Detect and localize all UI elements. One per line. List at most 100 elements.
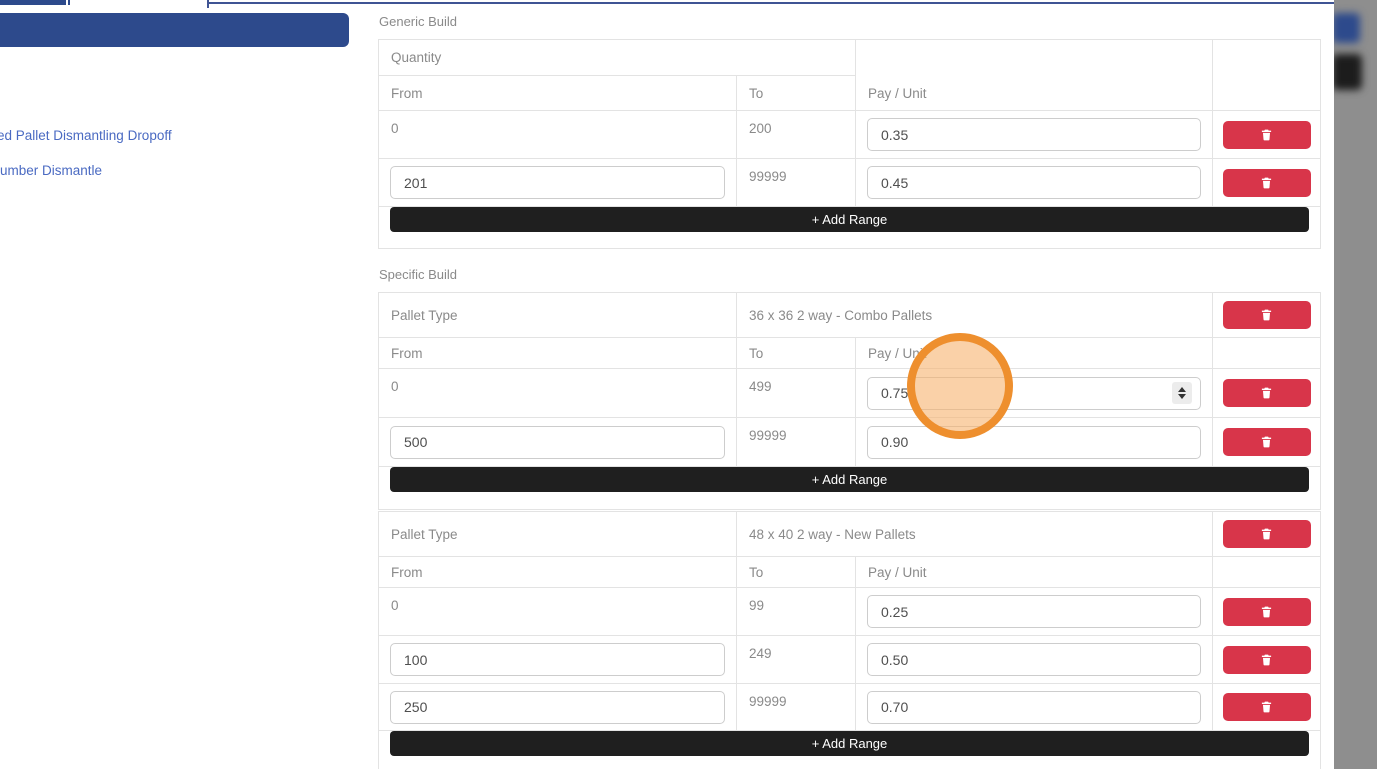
from-cell <box>379 159 737 207</box>
trash-icon <box>1261 528 1272 540</box>
table-row: Pallet Type 36 x 36 2 way - Combo Pallet… <box>379 293 1320 338</box>
delete-range-button[interactable] <box>1222 597 1311 626</box>
add-range-button[interactable]: + Add Range <box>390 731 1309 756</box>
pay-unit-input[interactable] <box>867 425 1201 459</box>
trash-icon <box>1261 606 1272 617</box>
generic-build-label: Generic Build <box>379 14 458 29</box>
delete-pallet-type-button[interactable] <box>1222 520 1311 548</box>
blurred-dark-button[interactable] <box>1334 54 1362 90</box>
table-row: 0 99 <box>379 588 1320 636</box>
from-cell <box>379 636 737 684</box>
trash-icon <box>1261 309 1272 321</box>
pay-cell <box>856 111 1213 159</box>
trash-icon <box>1261 436 1272 448</box>
delete-range-button[interactable] <box>1222 645 1311 674</box>
trash-icon <box>1261 654 1272 665</box>
to-value: 99999 <box>737 159 856 207</box>
table-row: 99999 <box>379 684 1320 731</box>
delete-range-button[interactable] <box>1222 428 1311 456</box>
to-header: To <box>737 557 856 588</box>
to-value: 200 <box>737 111 856 159</box>
pallet-type-header: Pallet Type <box>379 512 737 557</box>
sidebar-link-pallet-dismantling-dropoff[interactable]: ed Pallet Dismantling Dropoff <box>0 128 172 143</box>
quantity-header: Quantity <box>379 40 856 76</box>
pay-unit-input[interactable] <box>867 643 1201 676</box>
add-range-button[interactable]: + Add Range <box>390 207 1309 232</box>
up-down-arrows-icon[interactable] <box>1172 382 1192 404</box>
delete-range-button[interactable] <box>1222 168 1311 197</box>
pay-unit-input[interactable] <box>867 118 1201 151</box>
action-cell <box>1213 111 1320 159</box>
to-value: 99 <box>737 588 856 636</box>
action-cell <box>1213 636 1320 684</box>
delete-range-button[interactable] <box>1222 693 1311 721</box>
from-cell <box>379 418 737 467</box>
delete-range-button[interactable] <box>1222 379 1311 407</box>
action-cell <box>1213 159 1320 207</box>
pay-unit-input[interactable] <box>867 166 1201 199</box>
action-header <box>1213 557 1320 588</box>
to-value: 99999 <box>737 418 856 467</box>
pay-cell <box>856 159 1213 207</box>
action-header-spacer <box>1213 40 1320 76</box>
trash-icon <box>1261 387 1272 399</box>
tab-divider <box>68 0 70 5</box>
specific-build-table-new-pallets: Pallet Type 48 x 40 2 way - New Pallets … <box>378 511 1321 769</box>
action-cell <box>1213 684 1320 731</box>
from-input[interactable] <box>390 690 725 724</box>
pay-unit-input[interactable] <box>867 690 1201 724</box>
specific-build-label: Specific Build <box>379 267 458 282</box>
action-cell <box>1213 293 1320 338</box>
from-header: From <box>379 76 737 111</box>
pallet-type-value: 36 x 36 2 way - Combo Pallets <box>737 293 1213 338</box>
to-value: 249 <box>737 636 856 684</box>
from-cell <box>379 684 737 731</box>
table-row: From To Pay / Unit <box>379 76 1320 111</box>
sidebar-blue-button[interactable] <box>0 13 349 47</box>
active-tab-remnant[interactable] <box>0 0 66 5</box>
pane-top-border <box>207 2 1334 4</box>
to-value: 99999 <box>737 684 856 731</box>
pallet-type-value: 48 x 40 2 way - New Pallets <box>737 512 1213 557</box>
pay-cell <box>856 636 1213 684</box>
pay-unit-header: Pay / Unit <box>856 557 1213 588</box>
pay-unit-input-focused[interactable] <box>867 376 1201 410</box>
from-input[interactable] <box>390 425 725 459</box>
add-range-button[interactable]: + Add Range <box>390 467 1309 492</box>
trash-icon <box>1261 177 1272 188</box>
action-cell <box>1213 588 1320 636</box>
trash-icon <box>1261 701 1272 713</box>
from-value: 0 <box>379 369 737 418</box>
to-value: 499 <box>737 369 856 418</box>
sidebar-link-lumber-dismantle[interactable]: umber Dismantle <box>0 163 103 178</box>
action-header <box>1213 338 1320 369</box>
delete-range-button[interactable] <box>1222 120 1311 149</box>
pane-border-corner <box>207 0 209 8</box>
table-row: From To Pay / Unit <box>379 557 1320 588</box>
from-header: From <box>379 557 737 588</box>
table-row: 99999 <box>379 159 1320 207</box>
table-row: Pallet Type 48 x 40 2 way - New Pallets <box>379 512 1320 557</box>
table-row: 0 499 <box>379 369 1320 418</box>
table-row: + Add Range <box>379 207 1320 248</box>
pay-unit-header: Pay / Unit <box>856 338 1213 369</box>
pay-cell <box>856 684 1213 731</box>
from-input[interactable] <box>390 643 725 676</box>
trash-icon <box>1261 129 1272 140</box>
pay-unit-input[interactable] <box>867 595 1201 628</box>
pay-cell <box>856 369 1213 418</box>
pay-header-spacer <box>856 40 1213 76</box>
right-edge-panel <box>1334 0 1377 769</box>
pallet-type-header: Pallet Type <box>379 293 737 338</box>
from-value: 0 <box>379 588 737 636</box>
blurred-blue-button[interactable] <box>1334 13 1360 43</box>
table-row: Quantity <box>379 40 1320 76</box>
from-input[interactable] <box>390 166 725 199</box>
table-row: + Add Range <box>379 467 1320 509</box>
from-value: 0 <box>379 111 737 159</box>
pay-unit-header: Pay / Unit <box>856 76 1213 111</box>
action-cell <box>1213 369 1320 418</box>
to-header: To <box>737 338 856 369</box>
table-row: From To Pay / Unit <box>379 338 1320 369</box>
delete-pallet-type-button[interactable] <box>1222 301 1311 329</box>
